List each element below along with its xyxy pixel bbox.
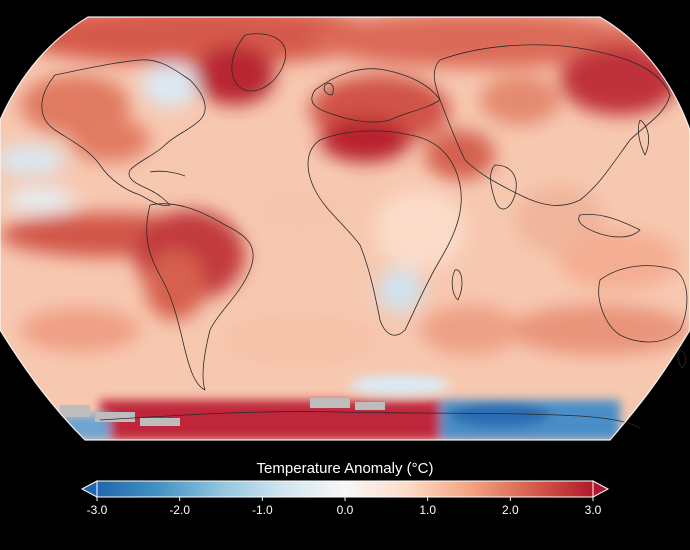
japan-outline [637, 119, 650, 156]
temperature-anomaly-map [0, 16, 690, 441]
colorbar-tick-label: -1.0 [251, 503, 273, 517]
colorbar-tick-marks [96, 497, 594, 501]
uk-outline [323, 82, 334, 96]
caribbean-islands [149, 170, 186, 177]
europe-outline [311, 68, 441, 123]
anomaly-blobs [0, 17, 690, 365]
madagascar-outline [451, 269, 463, 301]
new-zealand-outline [677, 349, 686, 369]
asia-outline [433, 44, 671, 206]
legend-title: Temperature Anomaly (°C) [256, 460, 434, 477]
indonesia-outline [578, 213, 641, 238]
coastlines [41, 33, 688, 429]
colorbar-tick-label: 1.0 [419, 503, 436, 517]
globe-outline [0, 16, 690, 441]
south-america-outline [146, 203, 254, 391]
colorbar-tick-label: 2.0 [501, 503, 519, 517]
colorbar-tick-labels: -3.0 -2.0 -1.0 0.0 1.0 2.0 3.0 [0, 503, 690, 523]
colorbar [80, 480, 610, 501]
colorbar-max-arrow [592, 480, 610, 498]
greenland-outline [231, 33, 287, 92]
north-america-outline [41, 59, 206, 207]
colorbar-tick-label: 0.0 [336, 503, 354, 517]
colorbar-bar [96, 480, 594, 498]
no-data-patches [60, 398, 385, 426]
colorbar-min-arrow [80, 480, 98, 498]
colorbar-tick-label: -3.0 [86, 503, 108, 517]
australia-outline [598, 265, 688, 343]
colorbar-tick-label: 3.0 [584, 503, 602, 517]
africa-outline [307, 130, 462, 336]
antarctica-outline [99, 411, 641, 429]
anomaly-field [0, 17, 690, 440]
india-outline [490, 164, 517, 210]
colorbar-tick-label: -2.0 [169, 503, 190, 517]
